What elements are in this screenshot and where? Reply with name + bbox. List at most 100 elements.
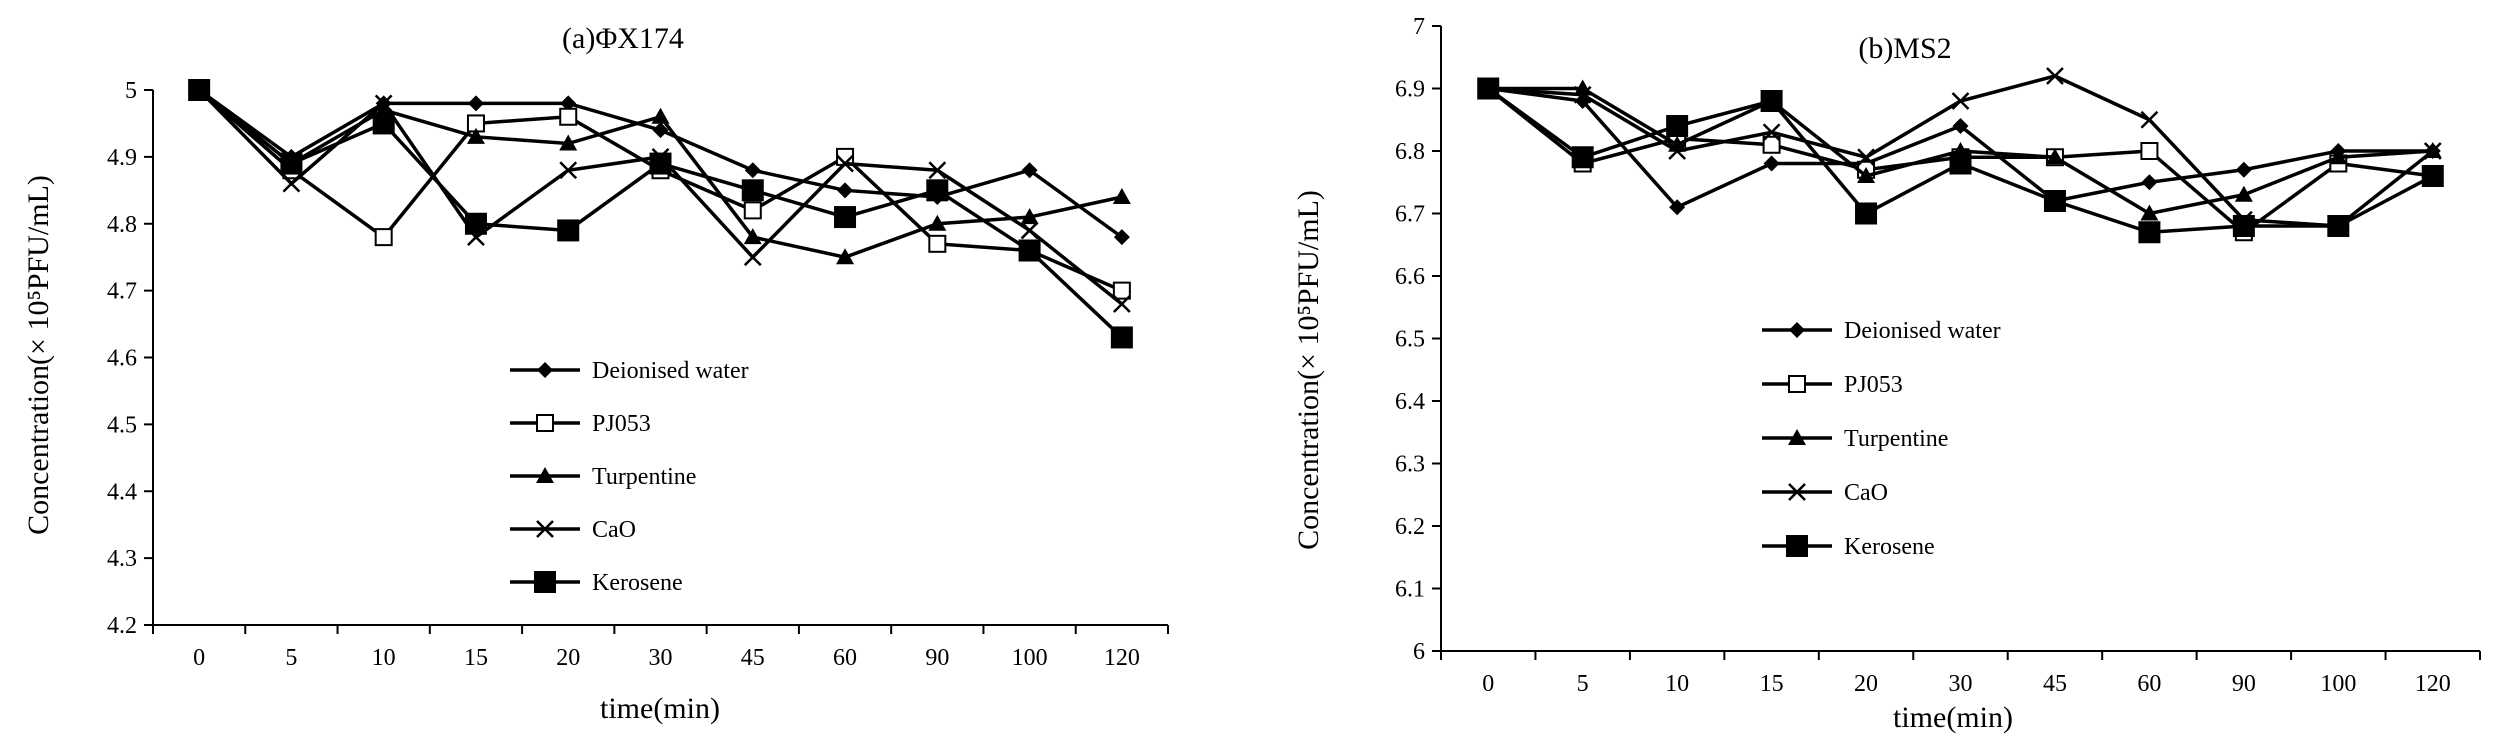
data-point [1762,123,1781,142]
data-point [1763,155,1780,172]
x-tick-label: 120 [2415,671,2451,697]
legend-marker [1788,429,1806,445]
y-tick-label: 5 [125,78,137,104]
data-point [1855,202,1878,225]
data-point [1949,152,1972,175]
data-point [836,154,854,173]
data-point [559,134,578,151]
y-tick-label: 6.2 [1395,514,1425,540]
legend-label: Kerosene [1844,534,1935,560]
legend-label: Turpentine [1844,426,1948,452]
data-point [1113,229,1130,246]
y-tick-label: 4.6 [107,346,137,372]
legend-marker [1788,375,1806,393]
data-point [282,174,301,193]
y-tick-label: 6.3 [1395,452,1425,478]
data-point [1857,148,1875,167]
data-point [2423,142,2442,160]
data-point [1112,188,1131,204]
x-tick-label: 90 [2232,671,2256,697]
data-point [1020,208,1039,225]
series-square-filled [188,79,1133,349]
x-tick-label: 100 [1012,645,1048,671]
data-point [559,161,578,180]
data-point [2421,165,2444,187]
data-point [2140,110,2159,129]
y-tick-label: 4.2 [107,613,137,639]
data-point [836,248,855,265]
legend-marker [1788,483,1806,501]
x-tick-label: 30 [1949,671,1973,697]
series-square-filled [1477,77,2444,244]
data-point [2138,221,2161,244]
data-point [837,182,854,199]
chart-right: (b)MS2 6 6.1 6.2 6.3 6.4 6.5 6.6 6.7 6.8 6.9 7 0 5 10 1… [1292,14,2481,734]
y-tick-label: 6.9 [1395,77,1425,103]
x-tick-label: 0 [1482,671,1494,697]
data-point [559,107,578,126]
y-tick-label: 6.6 [1395,264,1425,290]
data-point [1112,295,1131,313]
legend: Deionised water PJ053 Turpentine CaO Kerosen… [510,358,749,596]
y-tick-label: 6.7 [1395,202,1425,228]
legend-marker [536,520,554,538]
data-point [464,212,487,235]
data-point [652,122,669,139]
data-point [743,228,762,245]
x-tick-label: 120 [1104,645,1140,671]
data-point [2327,215,2350,237]
data-point [1666,115,1689,137]
data-point [1668,142,1687,160]
legend-marker [1789,322,1805,338]
data-point [651,107,670,124]
data-point [2043,190,2066,212]
y-tick-label: 6.8 [1395,139,1425,165]
x-tick-label: 15 [1760,671,1784,697]
y-tick-label: 4.5 [107,412,137,438]
x-tick-label: 5 [1577,671,1589,697]
y-axis-label: Concentration(× 10⁵PFU/mL) [22,175,55,535]
x-tick-label: 20 [556,645,580,671]
data-point [928,234,947,253]
data-point [649,152,672,175]
data-point [1573,85,1592,104]
data-point [560,95,577,112]
legend-marker [1786,535,1808,557]
data-point [1669,199,1686,216]
data-point [2046,67,2064,85]
data-point [1951,92,1970,110]
data-point [467,95,484,112]
data-point [834,206,857,229]
data-point [2140,204,2159,221]
x-tick-label: 0 [193,645,205,671]
chart-title: (a)ΦX174 [562,22,684,55]
data-point [374,94,393,113]
data-point [1112,281,1131,300]
data-point [2235,161,2252,178]
y-tick-label: 6 [1413,639,1425,665]
y-tick-label: 4.3 [107,546,137,572]
x-tick-label: 5 [285,645,297,671]
data-point [1952,118,1969,134]
x-tick-label: 45 [741,645,765,671]
x-axis-label: time(min) [600,692,720,725]
y-tick-label: 4.7 [107,279,137,305]
x-tick-label: 15 [464,645,488,671]
x-tick-label: 100 [2320,671,2356,697]
y-tick-label: 7 [1413,14,1425,40]
y-tick-label: 4.8 [107,212,137,238]
data-point [1021,162,1038,179]
x-tick-label: 10 [372,645,396,671]
data-point [1110,326,1133,349]
legend: Deionised water PJ053 Turpentine CaO Kerosen… [1762,318,2001,560]
data-point [1018,239,1041,262]
data-point [557,219,580,242]
data-point [2045,148,2064,165]
legend-marker [536,467,554,483]
legend-label: PJ053 [592,411,651,437]
legend-label: Turpentine [592,464,696,490]
x-tick-label: 90 [925,645,949,671]
data-point [1762,135,1781,154]
data-point [2140,142,2159,160]
